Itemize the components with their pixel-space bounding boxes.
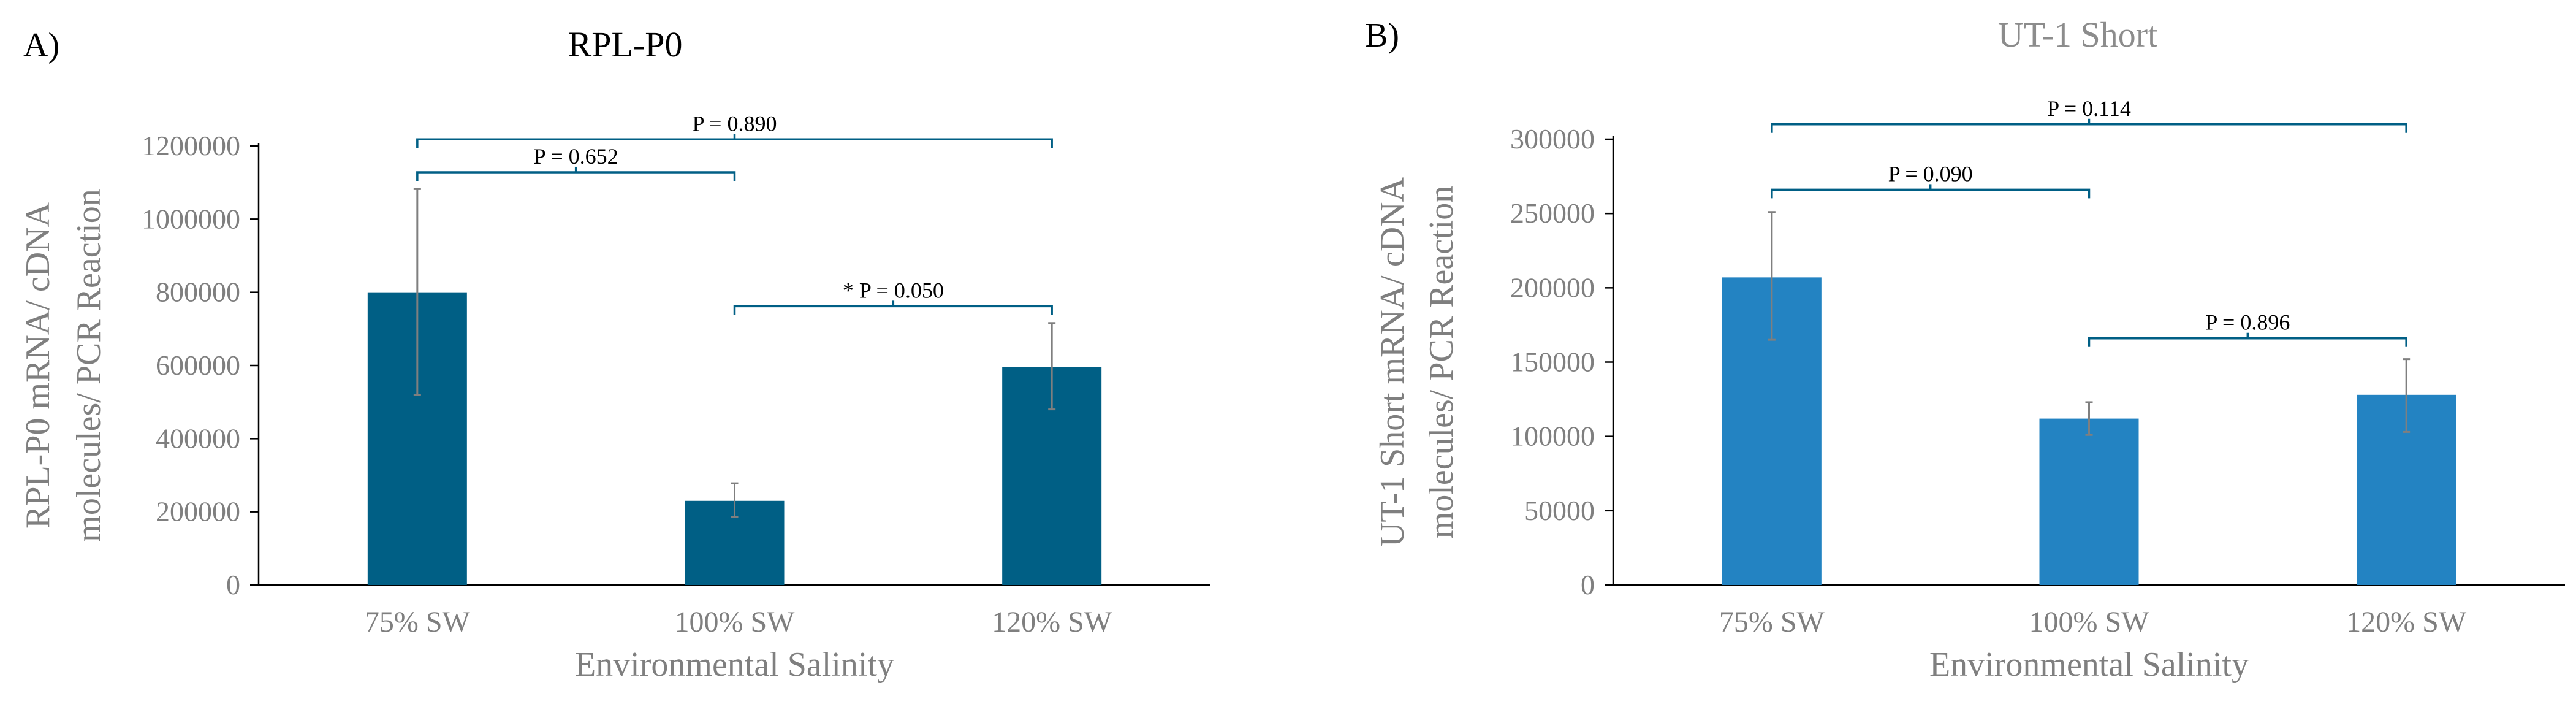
chart-title: RPL-P0 xyxy=(568,25,683,64)
y-tick-label: 200000 xyxy=(1510,272,1595,303)
p-value-label: P = 0.896 xyxy=(2205,310,2290,335)
y-tick-label: 600000 xyxy=(156,350,240,381)
x-axis-label: Environmental Salinity xyxy=(575,646,894,684)
chart-panel-b: B) UT-1 Short 0 50000 100000 150000 200000 2500… xyxy=(1365,15,2565,684)
significance-bracket xyxy=(416,138,1053,148)
y-tick-label: 400000 xyxy=(156,422,240,454)
y-tick-label: 250000 xyxy=(1510,197,1595,229)
y-axis-label: UT-1 Short mRNA/ cDNA xyxy=(1373,177,1411,547)
p-value-label: P = 0.090 xyxy=(1888,161,1973,186)
significance-bracket xyxy=(2088,337,2407,347)
p-value-label: P = 0.890 xyxy=(693,111,777,136)
x-category-label: 100% SW xyxy=(2029,606,2150,638)
y-tick-label: 1000000 xyxy=(142,203,240,234)
y-tick-label: 800000 xyxy=(156,277,240,308)
y-tick-label: 0 xyxy=(226,569,240,600)
y-tick-label: 1200000 xyxy=(142,130,240,161)
x-category-label: 120% SW xyxy=(992,606,1112,638)
p-value-label: P = 0.114 xyxy=(2047,96,2131,121)
p-value-label: * P = 0.050 xyxy=(843,278,944,302)
y-axis-label: molecules/ PCR Reaction xyxy=(1423,186,1461,538)
y-tick-label: 300000 xyxy=(1510,123,1595,155)
bar xyxy=(2039,418,2139,585)
significance-bracket xyxy=(1771,123,2407,133)
y-axis-label: molecules/ PCR Reaction xyxy=(70,189,108,541)
chart-title: UT-1 Short xyxy=(1998,15,2158,55)
y-tick-label: 50000 xyxy=(1524,495,1595,526)
y-tick-label: 0 xyxy=(1581,569,1595,600)
x-category-label: 75% SW xyxy=(365,606,471,638)
y-axis-label: RPL-P0 mRNA/ cDNA xyxy=(19,202,57,529)
x-category-label: 100% SW xyxy=(675,606,796,638)
chart-panel-a: A) RPL-P0 0 200000 400000 600000 800000 1000000… xyxy=(19,25,1210,684)
y-tick-label: 150000 xyxy=(1510,346,1595,378)
significance-bracket xyxy=(1771,188,2091,199)
p-value-label: P = 0.652 xyxy=(534,144,618,169)
y-tick-label: 200000 xyxy=(156,496,240,527)
x-category-label: 75% SW xyxy=(1719,606,1825,638)
x-axis-label: Environmental Salinity xyxy=(1929,646,2249,684)
panel-label: B) xyxy=(1365,17,1399,55)
panel-label: A) xyxy=(23,26,59,64)
y-tick-label: 100000 xyxy=(1510,421,1595,452)
x-category-label: 120% SW xyxy=(2346,606,2467,638)
significance-bracket xyxy=(733,305,1053,315)
significance-bracket xyxy=(416,171,736,181)
